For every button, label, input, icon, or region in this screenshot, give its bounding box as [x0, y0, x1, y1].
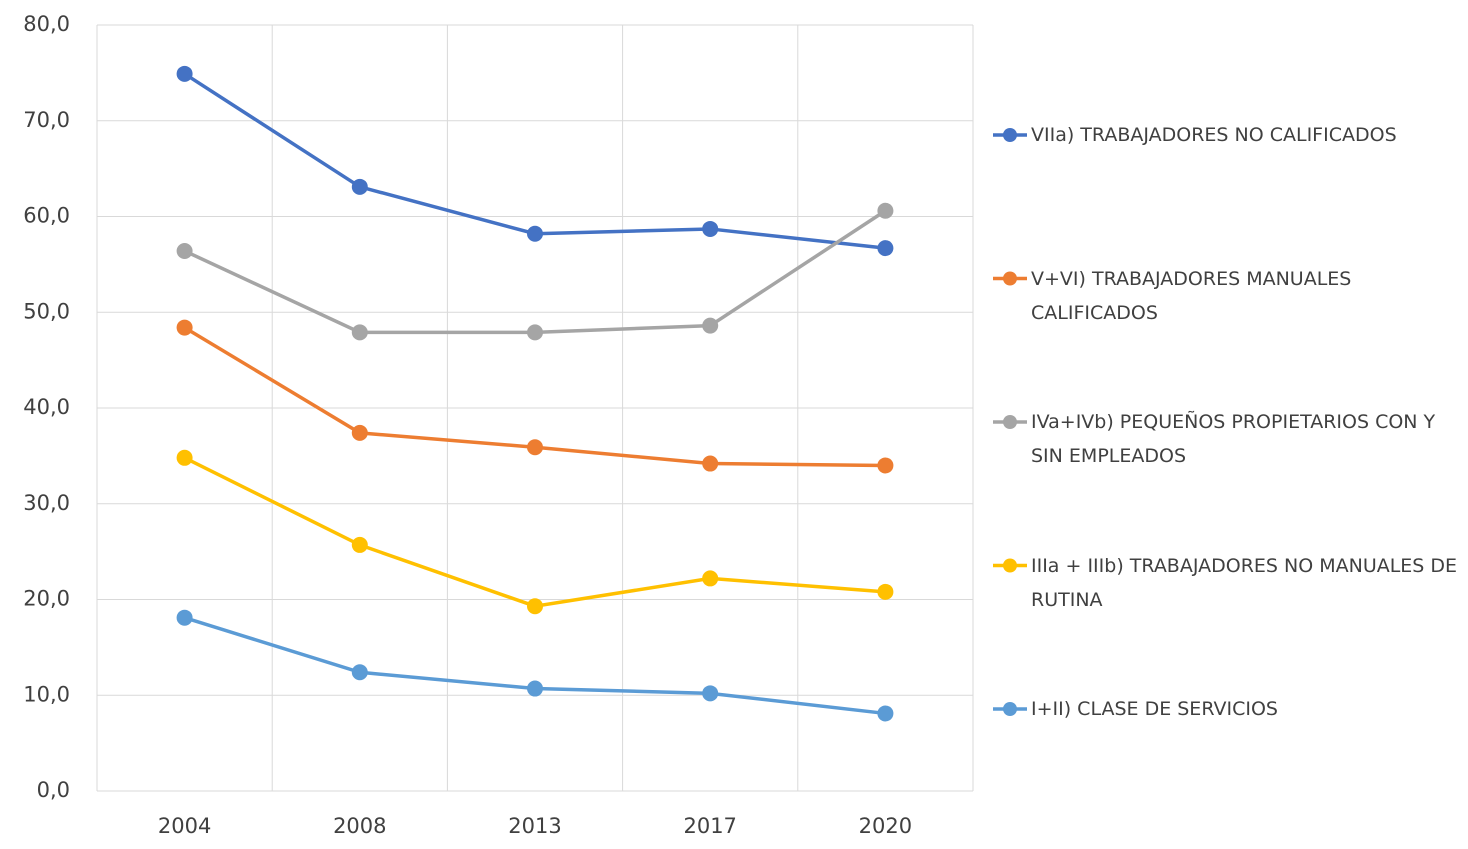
legend-marker	[1003, 128, 1017, 142]
y-tick-label: 0,0	[37, 778, 70, 802]
x-tick-label: 2004	[158, 814, 211, 838]
legend-marker	[1003, 558, 1017, 573]
data-point	[702, 570, 719, 587]
data-point	[351, 424, 368, 441]
data-point	[527, 598, 543, 615]
y-tick-label: 40,0	[23, 395, 70, 419]
y-tick-label: 70,0	[23, 108, 70, 132]
series-line	[184, 616, 886, 716]
legend-label: IIIa + IIIb) TRABAJADORES NO MANUALES DE…	[1031, 554, 1458, 611]
data-point	[527, 225, 543, 242]
data-point	[527, 439, 543, 456]
y-tick-label: 80,0	[23, 12, 70, 36]
data-point	[176, 65, 193, 82]
data-point	[877, 583, 894, 600]
y-tick-label: 50,0	[23, 299, 70, 323]
data-point	[176, 609, 193, 626]
legend-label: IVa+IVb) PEQUEÑOS PROPIETARIOS CON Y SIN…	[1031, 411, 1436, 467]
data-point	[877, 202, 894, 219]
data-point	[527, 680, 543, 697]
x-tick-label: 2013	[508, 814, 561, 838]
data-point	[527, 324, 543, 341]
series-line	[183, 72, 886, 250]
y-tick-label: 30,0	[23, 491, 70, 515]
data-point	[351, 324, 368, 341]
legend-marker	[1003, 271, 1017, 286]
data-point	[351, 178, 368, 195]
series-line	[183, 456, 886, 608]
data-point	[176, 449, 193, 466]
y-tick-label: 10,0	[23, 682, 70, 706]
data-point	[702, 317, 719, 334]
y-tick-label: 60,0	[23, 204, 70, 228]
legend-marker	[1003, 702, 1017, 716]
x-tick-label: 2008	[333, 814, 386, 838]
legend-label: V+VI) TRABAJADORES MANUALES CALIFICADOS	[1031, 267, 1352, 324]
data-point	[351, 664, 368, 681]
data-point	[877, 240, 894, 257]
legend-label: I+II) CLASE DE SERVICIOS	[1031, 698, 1278, 720]
data-point	[176, 319, 193, 336]
data-point	[702, 220, 719, 237]
data-point	[702, 455, 719, 472]
data-point	[176, 242, 193, 259]
data-point	[702, 685, 719, 702]
y-tick-label: 20,0	[23, 587, 70, 611]
legend-marker	[1003, 415, 1017, 429]
data-point	[351, 536, 368, 553]
data-point	[877, 457, 894, 474]
legend-label: VIIa) TRABAJADORES NO CALIFICADOS	[1031, 124, 1397, 146]
x-tick-label: 2020	[859, 814, 912, 838]
x-tick-label: 2017	[683, 814, 736, 838]
data-point	[877, 705, 894, 722]
